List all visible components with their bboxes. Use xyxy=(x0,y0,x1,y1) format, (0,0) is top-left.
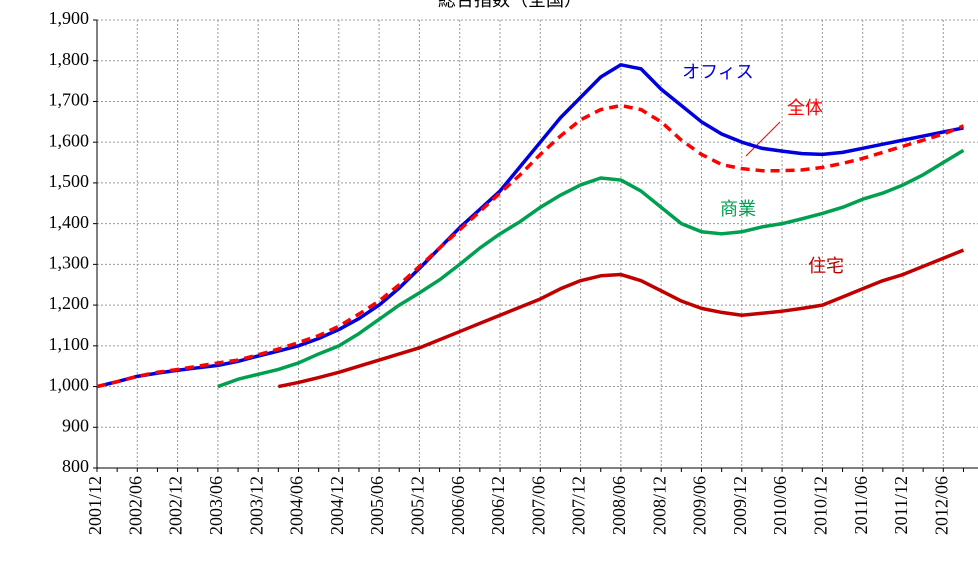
y-tick-label: 1,100 xyxy=(49,334,90,354)
x-tick-label: 2004/06 xyxy=(287,476,307,535)
series-label: 全体 xyxy=(787,98,823,118)
x-tick-label: 2004/12 xyxy=(327,476,347,535)
x-tick-label: 2009/12 xyxy=(730,476,750,535)
x-tick-label: 2011/06 xyxy=(851,476,871,534)
y-tick-label: 1,600 xyxy=(49,130,90,150)
x-tick-label: 2002/06 xyxy=(125,476,145,535)
series-line xyxy=(278,248,965,389)
y-tick-label: 1,700 xyxy=(49,90,90,110)
x-tick-label: 2007/12 xyxy=(569,476,589,535)
x-tick-label: 2005/12 xyxy=(408,476,428,535)
y-tick-label: 1,200 xyxy=(49,293,90,313)
y-tick-label: 900 xyxy=(62,415,89,435)
x-tick-label: 2006/06 xyxy=(448,476,468,535)
x-tick-label: 2008/06 xyxy=(609,476,629,535)
y-tick-label: 800 xyxy=(62,456,89,476)
x-tick-label: 2011/12 xyxy=(891,476,911,534)
x-tick-label: 2010/06 xyxy=(770,476,790,535)
x-tick-label: 2005/06 xyxy=(367,476,387,535)
x-tick-label: 2010/12 xyxy=(811,476,831,535)
series-line xyxy=(217,148,965,389)
x-tick-label: 2008/12 xyxy=(649,476,669,535)
x-tick-label: 2002/12 xyxy=(166,476,186,535)
series-line xyxy=(96,103,965,389)
y-tick-label: 1,400 xyxy=(49,212,90,232)
y-tick-label: 1,300 xyxy=(49,252,90,272)
chart-title: 総合指数（全国） xyxy=(438,0,582,10)
x-tick-label: 2009/06 xyxy=(690,476,710,535)
y-tick-label: 1,500 xyxy=(49,171,90,191)
y-tick-label: 1,800 xyxy=(49,49,90,69)
series-line xyxy=(96,63,964,389)
x-tick-label: 2007/06 xyxy=(528,476,548,535)
series-label: 住宅 xyxy=(808,256,844,276)
x-tick-label: 2003/12 xyxy=(246,476,266,535)
y-tick-label: 1,000 xyxy=(49,375,90,395)
series-label: オフィス xyxy=(682,62,754,82)
y-tick-label: 1,900 xyxy=(49,8,90,28)
series-label: 商業 xyxy=(720,199,756,219)
x-tick-label: 2003/06 xyxy=(206,476,226,535)
leader-line xyxy=(745,121,781,157)
x-tick-label: 2012/06 xyxy=(931,476,951,535)
x-tick-label: 2006/12 xyxy=(488,476,508,535)
x-tick-label: 2001/12 xyxy=(85,476,105,535)
